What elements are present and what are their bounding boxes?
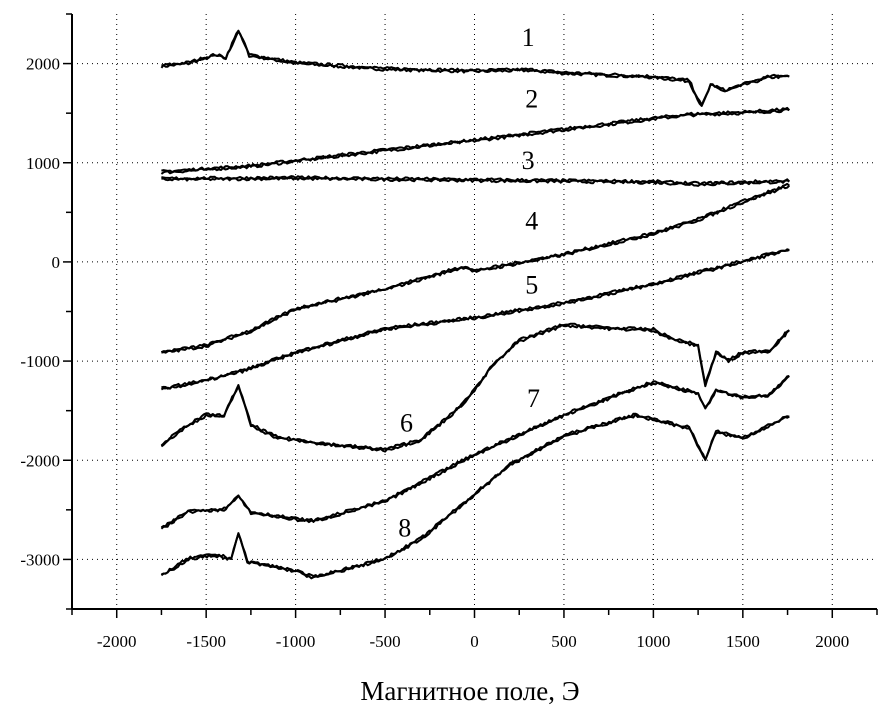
curve-label-4: 4 [525,206,538,235]
tick-labels: -2000 -1500 -1000 -500 0 500 1000 1500 2000 -3000… [20,55,849,651]
series-line-7 [160,375,790,530]
series-line-7 [160,375,790,529]
series-line-2 [160,108,790,175]
y-tick-label: 1000 [26,154,60,173]
series-line-5 [161,249,790,390]
y-tick-label: -3000 [20,550,60,569]
series-line-3 [161,175,791,186]
x-tick-label: 2000 [815,632,849,651]
x-axis-label: Магнитное поле, Э [360,676,579,706]
x-tick-label: 500 [551,632,577,651]
y-tick-label: -1000 [20,352,60,371]
x-tick-label: -1000 [276,632,316,651]
curve-label-3: 3 [522,146,535,175]
series-line-6 [160,322,790,451]
x-tick-label: -1500 [186,632,226,651]
series-line-2 [161,106,791,173]
curve-label-7: 7 [527,384,540,413]
axes [63,13,878,618]
x-tick-label: 0 [470,632,479,651]
series-line-4 [160,182,790,354]
grid [72,14,877,609]
curve-label-8: 8 [398,514,411,543]
curve-label-1: 1 [522,23,535,52]
curve-label-2: 2 [525,84,538,113]
curve-label-5: 5 [525,271,538,300]
series-line-3 [161,176,790,187]
x-tick-label: -500 [369,632,400,651]
y-tick-label: -2000 [20,451,60,470]
x-tick-label: 1500 [726,632,760,651]
curve-labels: 1 2 3 4 5 6 7 8 [398,23,540,543]
y-tick-label: 0 [52,253,61,272]
series-line-1 [161,29,790,106]
series-line-8 [161,412,790,578]
x-tick-label: 1000 [636,632,670,651]
y-tick-label: 2000 [26,55,60,74]
series-line-5 [160,248,790,391]
x-tick-label: -2000 [97,632,137,651]
curve-label-6: 6 [400,409,413,438]
series-lines [160,29,791,580]
